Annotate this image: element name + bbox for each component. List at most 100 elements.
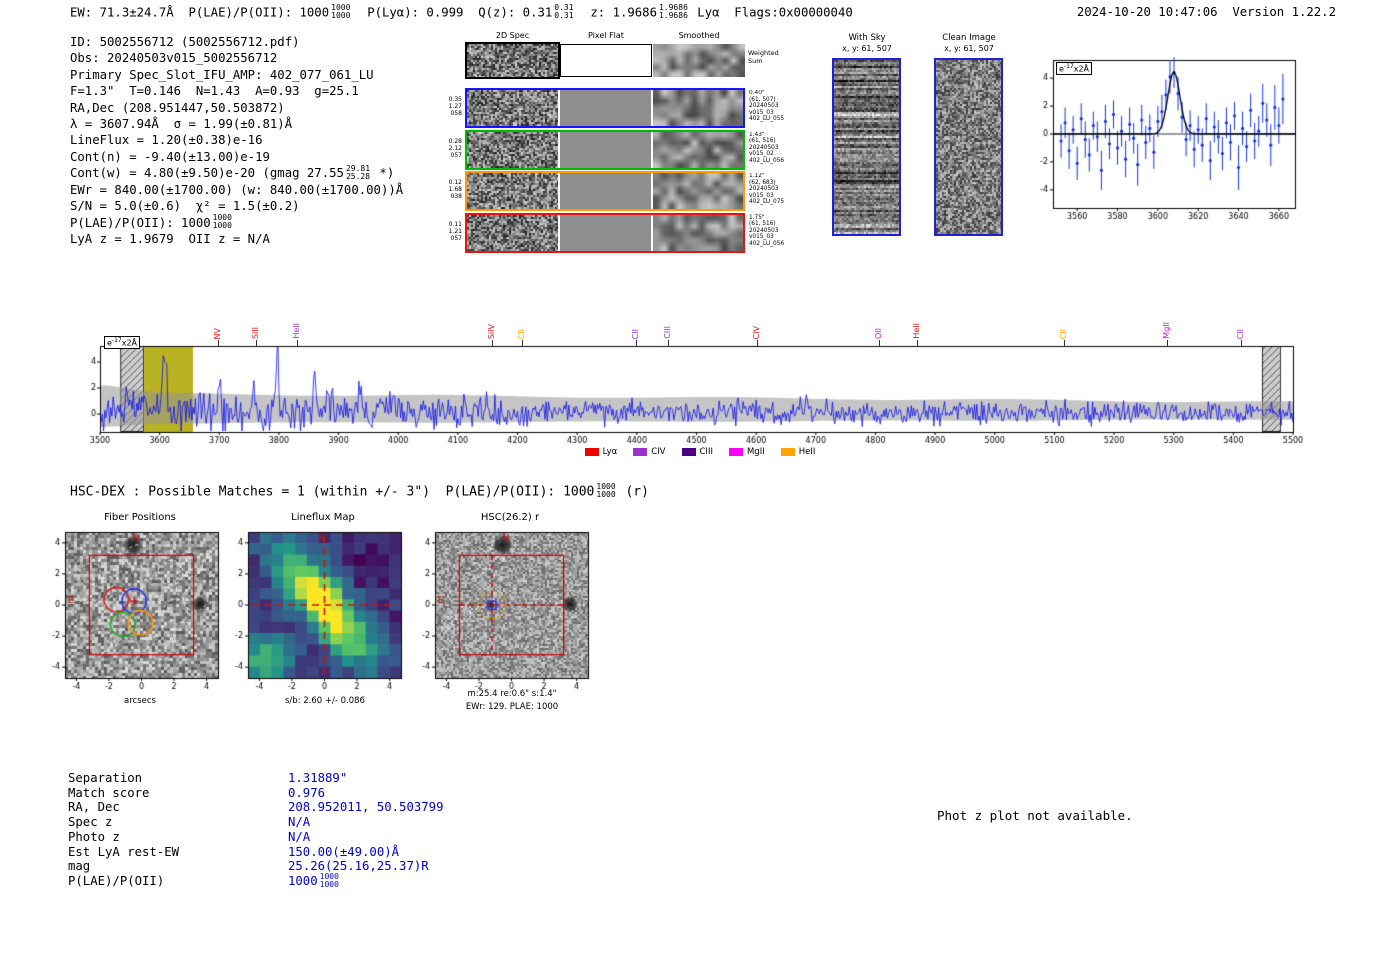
info-line-9: EWr = 840.00(±1700.00) (w: 840.00(±1700.… xyxy=(70,182,404,197)
annotation-line: 1.12" xyxy=(749,173,765,179)
col-header-2d-spec: 2D Spec xyxy=(495,31,530,40)
hsc-caption-2: EWr: 129. PLAE: 1000 xyxy=(465,702,559,712)
stat-line: 1.21 xyxy=(448,227,462,235)
stat-line: 1.27 xyxy=(448,103,462,110)
header-summary-line: EW: 71.3±24.7Å P(LAE)/P(OII): 1000 1000 10… xyxy=(70,3,853,20)
legend-label: CIV xyxy=(651,447,666,457)
legend-item-ciii: CIII xyxy=(681,447,713,457)
fraction-bottom: 1000 xyxy=(319,879,339,889)
fraction-bottom: 1000 xyxy=(596,490,616,499)
fraction-top: 1000 xyxy=(319,871,339,881)
annotation-line: 402_LU_075 xyxy=(749,199,785,206)
stat-line: 1.68 xyxy=(448,186,462,193)
fiber-positions-title: Fiber Positions xyxy=(104,512,176,523)
stat-line: 2.12 xyxy=(448,144,462,152)
annotation-line: 1.75" xyxy=(749,214,765,221)
info-line-4: RA,Dec (208.951447,50.503872) xyxy=(70,100,285,115)
match-row-6: mag 25.26(25.16,25.37)R xyxy=(68,859,443,874)
match-row-1: Match score 0.976 xyxy=(68,786,443,801)
info-line-10: S/N = 5.0(±0.6) χ² = 1.5(±0.2) xyxy=(70,199,300,214)
match-value: 0.976 xyxy=(288,785,326,800)
annotation-line: 20240503 xyxy=(749,227,779,234)
stat-line: 057 xyxy=(450,234,462,242)
match-row-4: Photo z N/A xyxy=(68,830,443,845)
hsc-image-title: HSC(26.2) r xyxy=(480,512,540,523)
fraction-bottom: 0.31 xyxy=(554,11,574,20)
annotation-line: 402_LU_056 xyxy=(749,157,785,164)
with-sky-coords: x, y: 61, 507 xyxy=(842,44,892,53)
weighted-sum-label: Weighted Sum xyxy=(748,49,779,65)
annotation-line: v015_03 xyxy=(749,234,774,241)
cutout-row-border-1 xyxy=(465,129,745,170)
superscript: -17 xyxy=(111,337,122,344)
stat-line: 038 xyxy=(450,193,462,200)
cutout-row-3-smoothed xyxy=(653,214,743,251)
match-value: 1000 1000 1000 xyxy=(288,871,339,889)
annotation-line: (62, 683) xyxy=(749,179,776,186)
match-label: mag xyxy=(68,859,91,874)
annotation-line: v015_03 xyxy=(749,192,774,199)
match-label: Match score xyxy=(68,785,150,800)
weighted-sum-line1: Weighted xyxy=(748,49,779,57)
legend-item-civ: CIV xyxy=(633,447,666,457)
legend-swatch xyxy=(681,448,696,456)
cutout-row-0-annotation: 0.40" (61, 507) 20240503 v015_03 402_LU_055 xyxy=(749,90,795,123)
info-line-7: Cont(n) = -9.40(±13.00)e-19 xyxy=(70,149,270,164)
fraction-bottom: 1000 xyxy=(212,221,232,231)
fraction-top: 1.9686 xyxy=(658,3,688,12)
clean-image-panel xyxy=(934,58,1003,236)
fraction-top: 1000 xyxy=(331,3,351,12)
annotation-line: (61, 516) xyxy=(749,138,776,145)
match-label: Est LyA rest-EW xyxy=(68,844,180,859)
cutout-row-0-stats: 0.35 1.27 058 xyxy=(438,96,462,117)
cutout-row-1-stats: 0.28 2.12 057 xyxy=(438,138,462,159)
photz-unavailable-note: Phot z plot not available. xyxy=(937,808,1133,823)
annotation-line: 20240503 xyxy=(749,144,779,151)
annotation-line: (61, 507) xyxy=(749,96,776,103)
match-label: Photo z xyxy=(68,829,120,844)
stat-line: 058 xyxy=(450,110,462,117)
hsc-caption-1: m:25.4 re:0.6" s:1.4" xyxy=(467,689,557,699)
cutout-row-2-stats: 0.12 1.68 038 xyxy=(438,179,462,200)
legend-item-mgii: MgII xyxy=(728,447,765,457)
fiber-positions-plot xyxy=(36,526,228,694)
cutout-row-3-2dspec xyxy=(467,214,558,251)
fraction-top: 0.31 xyxy=(554,3,574,12)
cutout-sum-smoothed xyxy=(653,44,745,77)
header-timestamp-version: 2024-10-20 10:47:06 Version 1.22.2 xyxy=(1076,5,1336,19)
legend-label: HeII xyxy=(798,447,816,457)
match-label: RA, Dec xyxy=(68,800,120,815)
info-line-2: Primary Spec_Slot_IFU_AMP: 402_077_061_L… xyxy=(70,67,374,82)
legend-item-lyα: Lyα xyxy=(584,447,617,457)
info-line-1: Obs: 20240503v015_5002556712 xyxy=(70,51,278,66)
weighted-sum-line2: Sum xyxy=(748,56,763,65)
lineflux-caption: s/b: 2.60 +/- 0.086 xyxy=(285,696,365,706)
fraction: 1000 1000 xyxy=(596,483,615,499)
hsc-dex-matches-line: HSC-DEX : Possible Matches = 1 (within +… xyxy=(70,482,649,500)
stat-line: 057 xyxy=(450,151,462,159)
line-fit-zoom-chart xyxy=(1023,50,1303,235)
annotation-line: (61, 516) xyxy=(749,221,776,228)
match-value: 25.26(25.16,25.37)R xyxy=(288,859,429,874)
cutout-row-1-annotation: 1.43" (61, 516) 20240503 v015_02 402_LU_056 xyxy=(749,132,795,165)
annotation-line: 402_LU_056 xyxy=(749,240,785,247)
fraction-bottom: 1.9686 xyxy=(658,11,688,20)
cutout-row-0-pixelflat xyxy=(560,90,651,126)
cutout-row-border-3 xyxy=(465,212,745,253)
match-row-3: Spec z N/A xyxy=(68,815,443,830)
match-row-5: Est LyA rest-EW 150.00(±49.00)Å xyxy=(68,845,443,860)
legend-item-heii: HeII xyxy=(780,447,816,457)
match-label: Spec z xyxy=(68,815,113,830)
stat-line: 0.28 xyxy=(448,137,462,145)
fraction-bottom: 1000 xyxy=(331,11,351,20)
with-sky-panel xyxy=(832,58,901,236)
stat-line: 0.11 xyxy=(448,220,462,228)
info-line-6: LineFlux = 1.20(±0.38)e-16 xyxy=(70,133,263,148)
info-line-12: LyA z = 1.9679 OII z = N/A xyxy=(70,232,270,247)
fraction: 1000 1000 xyxy=(319,871,339,889)
fraction-bottom: 25.28 xyxy=(345,171,371,181)
spectrum-flux-units-label: e-17x2Å xyxy=(104,336,141,349)
fraction-top: 1000 xyxy=(212,213,232,223)
hsc-image-plot xyxy=(406,526,598,694)
